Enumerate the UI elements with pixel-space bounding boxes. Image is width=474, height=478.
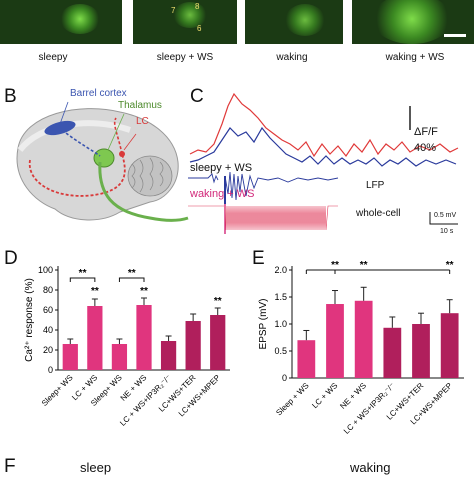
panel-c-traces [188, 92, 459, 234]
sig-marker: ** [140, 286, 148, 297]
label-waking-ws-trace: waking + WS [190, 188, 255, 200]
bar [326, 304, 344, 378]
sig-marker: ** [360, 260, 368, 271]
label-sleepy-ws-trace: sleepy + WS [190, 162, 253, 174]
roi-7: 7 [171, 6, 176, 15]
label-sleep: sleep [80, 460, 112, 475]
micro-image-sleepy [0, 0, 122, 44]
panel-f-letter: F [4, 456, 16, 477]
micro-image-waking-ws [352, 0, 474, 44]
sig-marker: ** [446, 260, 454, 271]
category-label: NE + WS [338, 381, 368, 411]
label-waking-f: waking [350, 460, 391, 475]
label-barrel-cortex: Barrel cortex [70, 88, 127, 99]
label-scale-mv: 0.5 mV [434, 212, 457, 219]
panel-d-letter: D [4, 248, 18, 269]
bar [111, 344, 128, 370]
waking-calcium-trace [189, 92, 459, 158]
sig-marker: ** [79, 268, 87, 279]
y-tick-label: 0.5 [274, 346, 287, 356]
y-tick-label: 20 [43, 345, 53, 355]
y-tick-label: 1.0 [274, 319, 287, 329]
label-sleepy: sleepy [38, 52, 68, 63]
sleepy-calcium-trace [189, 126, 457, 167]
y-tick-label: 80 [43, 285, 53, 295]
y-axis-label: Ca²⁺ response (%) [24, 278, 35, 362]
bar [412, 324, 430, 378]
panel-e-letter: E [252, 248, 265, 269]
thalamus-shape [93, 148, 115, 168]
label-waking: waking [276, 52, 308, 63]
bar [160, 341, 177, 370]
label-thalamus: Thalamus [118, 100, 162, 111]
label-whole-cell: whole-cell [356, 208, 401, 219]
category-label: Sleep + WS [274, 381, 310, 417]
barrel-cortex-shape [44, 120, 76, 136]
sig-bracket [69, 277, 96, 282]
roi-6: 6 [197, 24, 202, 33]
label-waking-ws: waking + WS [385, 52, 445, 63]
scale-bar [444, 34, 466, 37]
category-label: LC + WS [310, 381, 339, 410]
category-label: LC + WS+IP3R₂⁻/⁻ [342, 381, 397, 436]
bar [354, 300, 373, 378]
bar [440, 313, 459, 378]
scale-bar-c [429, 212, 458, 225]
y-tick-label: 40 [43, 325, 53, 335]
y-tick-label: 60 [43, 305, 53, 315]
bar [210, 315, 226, 370]
label-dff: ΔF/F [414, 126, 438, 138]
bar [136, 305, 152, 370]
panel-e-chart: 0 0.5 1.0 1.5 2.0 EPSP (mV) Sleep + WS LC + WSN… [258, 260, 464, 436]
bar [87, 306, 103, 370]
label-lfp: LFP [366, 180, 385, 191]
bar [383, 327, 402, 378]
roi-8: 8 [195, 2, 200, 11]
y-tick-label: 2.0 [274, 265, 287, 275]
y-tick-label: 100 [38, 265, 53, 275]
sig-marker: ** [91, 286, 99, 297]
y-axis-label: EPSP (mV) [258, 299, 269, 350]
whole-cell-trace [188, 205, 338, 231]
y-tick-label: 0 [282, 373, 287, 383]
sig-marker: ** [214, 296, 222, 307]
sig-marker: ** [128, 268, 136, 279]
panel-b-letter: B [4, 86, 17, 107]
bar [185, 321, 201, 370]
label-scale-s: 10 s [440, 228, 454, 235]
category-label: Sleep+ WS [40, 373, 75, 408]
panel-b-brain-diagram [16, 101, 189, 222]
sig-bracket [118, 277, 145, 282]
micro-image-waking [245, 0, 343, 44]
y-tick-label: 1.5 [274, 292, 287, 302]
label-sleepy-ws: sleepy + WS [156, 52, 214, 63]
bar [62, 344, 78, 370]
lfp-trace [188, 171, 339, 201]
sig-marker: ** [331, 260, 339, 271]
label-lc: LC [136, 116, 149, 127]
label-dff-40: 40% [414, 142, 437, 154]
micro-image-sleepy-ws: 7 8 6 [133, 0, 237, 44]
y-tick-label: 0 [48, 365, 53, 375]
panel-c-letter: C [190, 86, 204, 107]
bar [297, 340, 316, 378]
